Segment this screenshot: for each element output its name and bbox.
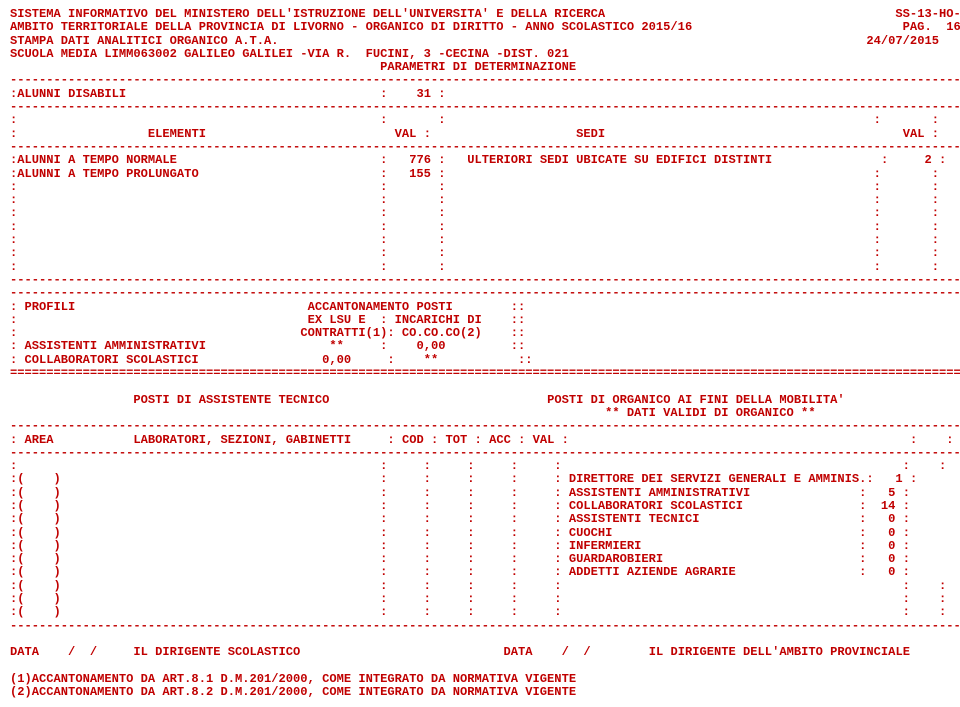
staff-row-empty: :( ) : : : : : : : <box>10 605 946 619</box>
footnote-2: (2)ACCANTONAMENTO DA ART.8.2 D.M.201/200… <box>10 685 576 699</box>
header-line-4: SCUOLA MEDIA LIMM063002 GALILEO GALILEI … <box>10 47 569 61</box>
empty-row: : : : : : <box>10 246 939 260</box>
empty-row: : : : : : <box>10 193 939 207</box>
staff-row-empty: :( ) : : : : : : : <box>10 592 946 606</box>
empty-row: : : : : : <box>10 233 939 247</box>
staff-row-addetti: :( ) : : : : : ADDETTI AZIENDE AGRARIE :… <box>10 565 910 579</box>
header-line-2: AMBITO TERRITORIALE DELLA PROVINCIA DI L… <box>10 20 960 34</box>
rule-9: ----------------------------------------… <box>10 619 960 633</box>
staff-row-ass-amm: :( ) : : : : : ASSISTENTI AMMINISTRATIVI… <box>10 486 910 500</box>
profili-head-2: : EX LSU E : INCARICHI DI :: : <box>10 313 960 327</box>
staff-row-empty: :( ) : : : : : : : <box>10 579 946 593</box>
empty-row: : : : : : <box>10 220 939 234</box>
posti-line: POSTI DI ASSISTENTE TECNICO POSTI DI ORG… <box>10 393 845 407</box>
report-document: SISTEMA INFORMATIVO DEL MINISTERO DELL'I… <box>0 0 960 707</box>
empty-row: : : : : : <box>10 180 939 194</box>
area-header: : AREA LABORATORI, SEZIONI, GABINETTI : … <box>10 433 954 447</box>
profili-head-1: : PROFILI ACCANTONAMENTO POSTI :: : <box>10 300 960 314</box>
rule-4: ----------------------------------------… <box>10 273 960 287</box>
empty-row: : : : : : <box>10 206 939 220</box>
staff-row-cuochi: :( ) : : : : : CUOCHI : 0 : <box>10 526 910 540</box>
empty-row: : : : : : <box>10 260 939 274</box>
row-ass-amm: : ASSISTENTI AMMINISTRATIVI ** : 0,00 ::… <box>10 339 960 353</box>
alunni-disabili-row: :ALUNNI DISABILI : 31 : : <box>10 87 960 101</box>
footnote-1: (1)ACCANTONAMENTO DA ART.8.1 D.M.201/200… <box>10 672 576 686</box>
rule-3: ----------------------------------------… <box>10 140 960 154</box>
profili-head-3: : CONTRATTI(1): CO.CO.CO(2) :: : <box>10 326 960 340</box>
staff-row-guard: :( ) : : : : : GUARDAROBIERI : 0 : <box>10 552 910 566</box>
signature-line: DATA / / IL DIRIGENTE SCOLASTICO DATA / … <box>10 645 910 659</box>
rule-8: ----------------------------------------… <box>10 446 960 460</box>
dati-validi-line: ** DATI VALIDI DI ORGANICO ** <box>10 406 816 420</box>
param-title: PARAMETRI DI DETERMINAZIONE <box>10 60 576 74</box>
staff-row-collab: :( ) : : : : : COLLABORATORI SCOLASTICI … <box>10 499 910 513</box>
staff-spacer: : : : : : : : : <box>10 459 946 473</box>
rule-5: ----------------------------------------… <box>10 286 960 300</box>
rule-6: ========================================… <box>10 366 960 380</box>
staff-row-ass-tec: :( ) : : : : : ASSISTENTI TECNICI : 0 : <box>10 512 910 526</box>
staff-row-direttore: :( ) : : : : : DIRETTORE DEI SERVIZI GEN… <box>10 472 917 486</box>
rule-1: ----------------------------------------… <box>10 73 960 87</box>
row-prolungato: :ALUNNI A TEMPO PROLUNGATO : 155 : : : <box>10 167 939 181</box>
blank-row: : : : : : : <box>10 113 960 127</box>
staff-row-inferm: :( ) : : : : : INFERMIERI : 0 : <box>10 539 910 553</box>
row-normale: :ALUNNI A TEMPO NORMALE : 776 : ULTERIOR… <box>10 153 946 167</box>
rule-7: ----------------------------------------… <box>10 419 960 433</box>
header-line-1: SISTEMA INFORMATIVO DEL MINISTERO DELL'I… <box>10 7 960 21</box>
rule-2: ----------------------------------------… <box>10 100 960 114</box>
row-collab: : COLLABORATORI SCOLASTICI 0,00 : ** :: … <box>10 353 960 367</box>
table-header: : ELEMENTI VAL : SEDI VAL : <box>10 127 939 141</box>
header-line-3: STAMPA DATI ANALITICI ORGANICO A.T.A. 24… <box>10 34 939 48</box>
